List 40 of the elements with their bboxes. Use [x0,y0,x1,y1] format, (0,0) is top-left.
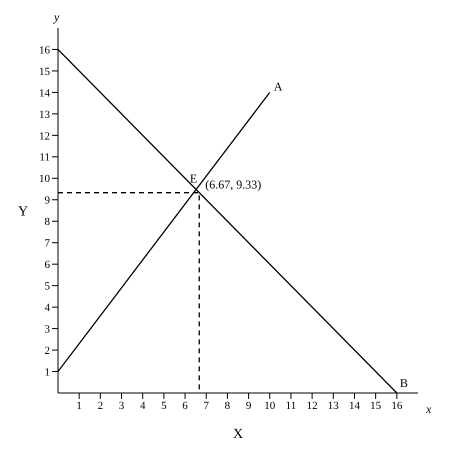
y-tick-label: 8 [44,216,50,228]
x-tick-label: 16 [391,400,403,412]
y-tick-label: 4 [44,302,50,314]
x-tick-label: 13 [328,400,340,412]
x-tick-label: 14 [348,400,360,412]
x-tick-label: 15 [370,400,382,412]
y-tick-label: 9 [44,194,50,207]
annotation: A [274,79,283,94]
y-tick-label: 10 [39,173,50,186]
x-tick-label: 12 [306,400,318,412]
y-tick-label: 14 [39,87,50,100]
x-tick-label: 8 [224,400,231,412]
x-tick-label: 9 [246,400,252,412]
y-tick-label: 1 [44,366,50,378]
x-tick-label: 2 [98,400,104,412]
annotation: (6.67, 9.33) [205,178,262,192]
x-tick-label: 4 [140,400,146,412]
x-tick-label: 3 [118,400,125,412]
y-axis-title: Y [18,204,28,220]
y-tick-label: 5 [44,280,50,293]
text: y [54,10,60,25]
x-tick-label: 10 [264,400,276,412]
y-tick-label: 15 [39,66,50,78]
y-tick-label: 11 [39,152,50,164]
x-tick-label: 7 [203,400,210,412]
x-axis-title: X [232,427,244,442]
x-tick-label: 1 [76,400,82,412]
y-tick-label: 3 [44,323,50,336]
text: x [426,402,432,417]
y-tick-label: 13 [39,108,50,121]
y-tick-label: 12 [39,130,50,142]
y-tick-label: 2 [44,344,50,357]
y-tick-label: 16 [39,44,50,56]
annotation: E [190,172,198,186]
x-tick-label: 11 [286,400,296,412]
annotation: B [400,376,408,390]
y-tick-label: 6 [44,259,50,272]
x-tick-label: 5 [161,400,168,412]
y-tick-label: 7 [44,238,50,250]
x-tick-label: 6 [182,400,188,412]
